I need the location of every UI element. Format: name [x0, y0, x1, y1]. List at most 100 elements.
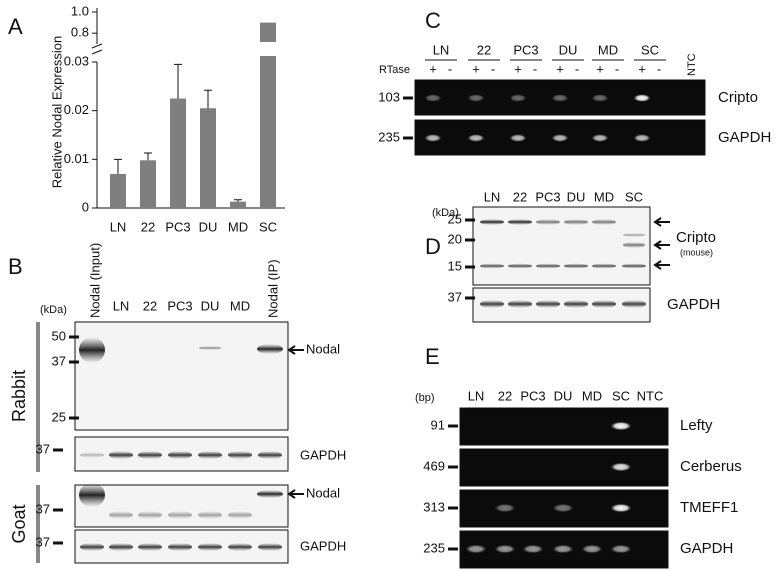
- band: [622, 300, 646, 308]
- y-tick-label: 0.02: [64, 102, 89, 117]
- band: [564, 263, 588, 269]
- marker-label: 91: [431, 417, 445, 432]
- band-label: GAPDH: [300, 447, 346, 462]
- error-bar: [234, 199, 242, 202]
- lane-label: MD: [230, 298, 250, 313]
- band: [109, 543, 133, 551]
- band: [622, 263, 646, 269]
- band-label: (mouse): [680, 247, 713, 257]
- bar: [260, 56, 276, 208]
- lane-label: PC3: [520, 388, 545, 403]
- band: [494, 544, 516, 554]
- arrow: [653, 260, 670, 270]
- band: [494, 503, 516, 513]
- y-tick-label: 0.01: [64, 151, 89, 166]
- lane-label: DU: [559, 42, 578, 57]
- rtase-sign: +: [556, 61, 564, 76]
- x-tick-label: DU: [199, 219, 218, 234]
- panel-label: B: [8, 254, 23, 279]
- band: [592, 219, 616, 225]
- band: [522, 544, 544, 554]
- bar: [110, 173, 126, 208]
- band: [508, 219, 532, 225]
- band: [79, 337, 105, 363]
- lane-label: DU: [201, 298, 220, 313]
- lane-label: LN: [468, 388, 485, 403]
- band: [168, 511, 192, 519]
- band: [258, 451, 282, 459]
- x-tick-label: LN: [110, 219, 127, 234]
- lane-label: MD: [594, 189, 614, 204]
- panel-label: C: [425, 8, 441, 33]
- lane-label: LN: [113, 298, 130, 313]
- group-bar: [36, 485, 40, 563]
- band: [480, 300, 504, 308]
- y-tick-label: 1.0: [71, 3, 89, 18]
- band: [623, 233, 645, 237]
- band: [80, 543, 104, 551]
- band-label: Nodal: [306, 341, 340, 356]
- group-bar: [36, 322, 40, 472]
- blot: [459, 407, 669, 446]
- marker-label: 37: [36, 441, 50, 456]
- band: [581, 544, 603, 554]
- lane-label: 22: [477, 42, 491, 57]
- band: [508, 300, 532, 308]
- band: [633, 94, 651, 102]
- rtase-sign: +: [472, 61, 480, 76]
- error-bar: [114, 158, 122, 174]
- band: [536, 219, 560, 225]
- lane-label: 22: [498, 388, 512, 403]
- rtase-sign: -: [575, 61, 579, 76]
- band: [508, 263, 532, 269]
- lane-label: NTC: [686, 53, 698, 76]
- x-tick-label: MD: [228, 219, 248, 234]
- band: [258, 543, 282, 551]
- unit-label: (bp): [415, 392, 435, 404]
- bar: [170, 98, 186, 208]
- blot: [459, 448, 669, 487]
- error-bar: [204, 89, 212, 109]
- marker-label: 50: [52, 328, 66, 343]
- lane-label: Nodal (Input): [87, 243, 102, 318]
- rtase-sign: -: [657, 61, 661, 76]
- band: [552, 544, 574, 554]
- panel-label: E: [425, 344, 440, 369]
- band: [480, 263, 504, 269]
- marker-label: 25: [52, 409, 66, 424]
- error-bar: [174, 63, 182, 99]
- band: [467, 94, 485, 102]
- group-label: Goat: [9, 504, 29, 543]
- row-label: Lefty: [680, 417, 713, 434]
- unit-label: (kDa): [40, 304, 67, 316]
- band: [109, 451, 133, 459]
- band: [633, 134, 651, 142]
- band: [551, 134, 569, 142]
- band: [198, 543, 222, 551]
- row-label: TMEFF1: [680, 499, 738, 516]
- rtase-sign: +: [514, 61, 522, 76]
- band: [109, 511, 133, 519]
- arrow: [287, 489, 304, 499]
- band: [623, 242, 645, 248]
- bar: [260, 22, 276, 42]
- rtase-sign: -: [491, 61, 495, 76]
- panel-label: A: [8, 14, 23, 39]
- band: [424, 94, 442, 102]
- lane-label: SC: [612, 388, 630, 403]
- band: [228, 543, 252, 551]
- y-tick-label: 0: [82, 199, 89, 214]
- band: [610, 503, 632, 513]
- band: [564, 300, 588, 308]
- band: [509, 134, 527, 142]
- x-tick-label: SC: [259, 219, 277, 234]
- rtase-label: RTase: [379, 64, 410, 76]
- bar: [200, 108, 216, 208]
- marker-label: 37: [36, 534, 50, 549]
- band: [79, 483, 105, 507]
- rtase-sign: +: [429, 61, 437, 76]
- blot: [74, 484, 289, 528]
- lane-label: MD: [598, 42, 618, 57]
- lane-label: SC: [641, 42, 659, 57]
- band: [465, 544, 487, 554]
